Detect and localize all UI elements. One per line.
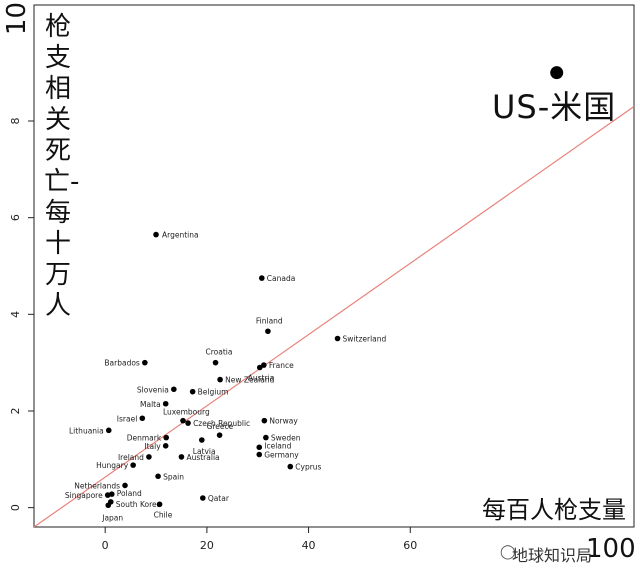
- point-label: Ireland: [118, 453, 144, 462]
- x-tick-label: 20: [200, 539, 214, 552]
- y-tick-label: 6: [9, 214, 22, 221]
- point-label: Norway: [269, 417, 298, 426]
- point-label: Argentina: [162, 231, 199, 240]
- point-label: Slovenia: [137, 385, 169, 394]
- watermark: 地球知识局: [512, 546, 593, 565]
- point-label: Barbados: [104, 359, 140, 368]
- point-us: [550, 66, 564, 80]
- data-point: [265, 328, 271, 335]
- data-point: [122, 482, 128, 489]
- point-label: France: [269, 361, 294, 370]
- data-point: [256, 364, 263, 371]
- point-label: Singapore: [65, 491, 103, 500]
- data-point: [171, 386, 177, 393]
- plot-frame: [33, 4, 635, 528]
- data-point: [146, 454, 152, 460]
- point-label: Netherlands: [74, 481, 120, 490]
- point-label: Qatar: [208, 494, 230, 503]
- point-label: Germany: [264, 451, 299, 460]
- point-label: Lithuania: [69, 426, 104, 435]
- data-point: [256, 451, 263, 458]
- data-point: [261, 417, 268, 424]
- data-point: [153, 231, 159, 238]
- x-axis-label: 每百人枪支量: [482, 496, 626, 524]
- point-label: Chile: [154, 510, 173, 519]
- point-label: Czech Republic: [193, 419, 250, 428]
- data-point: [263, 434, 269, 441]
- y-tick-label: 2: [9, 408, 22, 415]
- y-axis-label: 枪支相关死亡-每十万人: [44, 12, 80, 321]
- point-label: Spain: [163, 472, 184, 481]
- point-label: Australia: [186, 453, 219, 462]
- point-label: Hungary: [96, 461, 129, 470]
- point-label: Malta: [140, 400, 161, 409]
- point-label: Cyprus: [295, 463, 321, 472]
- point-label: Switzerland: [343, 335, 387, 344]
- data-point: [162, 443, 169, 449]
- data-point: [212, 359, 219, 366]
- data-point: [142, 359, 148, 366]
- data-point: [217, 376, 223, 383]
- y-tick-label: 8: [9, 118, 22, 125]
- point-label: Austria: [248, 374, 274, 383]
- data-point: [198, 437, 205, 443]
- point-label: Finland: [256, 316, 283, 325]
- data-point: [216, 432, 223, 438]
- point-label: Italy: [144, 442, 161, 451]
- us-point-label: US-米国: [492, 88, 617, 126]
- data-point: [155, 473, 161, 480]
- y-tick-label: 0: [9, 504, 22, 511]
- point-label: Luxembourg: [163, 408, 210, 417]
- data-point: [162, 400, 169, 407]
- data-point: [105, 502, 112, 509]
- y-tick-end: 10: [2, 2, 32, 36]
- x-tick-label: 0: [102, 539, 109, 552]
- data-point: [156, 501, 163, 508]
- data-point: [163, 434, 170, 441]
- point-label: New Zealand: [225, 376, 275, 385]
- data-point: [189, 388, 196, 395]
- x-tick-label: 60: [403, 539, 417, 552]
- point-label: Japan: [101, 513, 123, 522]
- data-point: [261, 362, 267, 368]
- data-point: [130, 462, 136, 468]
- point-label: Latvia: [193, 447, 216, 456]
- data-point: [105, 427, 112, 434]
- data-point: [287, 463, 294, 470]
- wechat-icon: ◯: [500, 544, 516, 560]
- point-label: Canada: [267, 274, 296, 283]
- data-point: [108, 491, 115, 497]
- data-point: [200, 495, 206, 501]
- point-label: Sweden: [271, 434, 301, 443]
- data-point: [256, 444, 263, 451]
- x-tick-end: 100: [586, 534, 636, 564]
- data-point: [180, 417, 186, 424]
- data-point: [334, 335, 341, 342]
- data-point: [185, 420, 191, 426]
- data-point: [178, 454, 185, 460]
- data-point: [258, 275, 265, 281]
- point-label: Poland: [117, 489, 142, 498]
- y-tick-label: 4: [9, 311, 22, 318]
- point-label: Israel: [117, 414, 138, 423]
- point-label: Croatia: [206, 348, 233, 357]
- x-tick-label: 40: [302, 539, 316, 552]
- point-label: Denmark: [127, 434, 162, 443]
- trend-line: [34, 106, 634, 527]
- point-label: South Korea: [116, 500, 161, 509]
- point-label: Belgium: [198, 388, 229, 397]
- data-point: [139, 415, 146, 422]
- point-label: Greece: [207, 422, 234, 431]
- point-label: Iceland: [264, 441, 291, 450]
